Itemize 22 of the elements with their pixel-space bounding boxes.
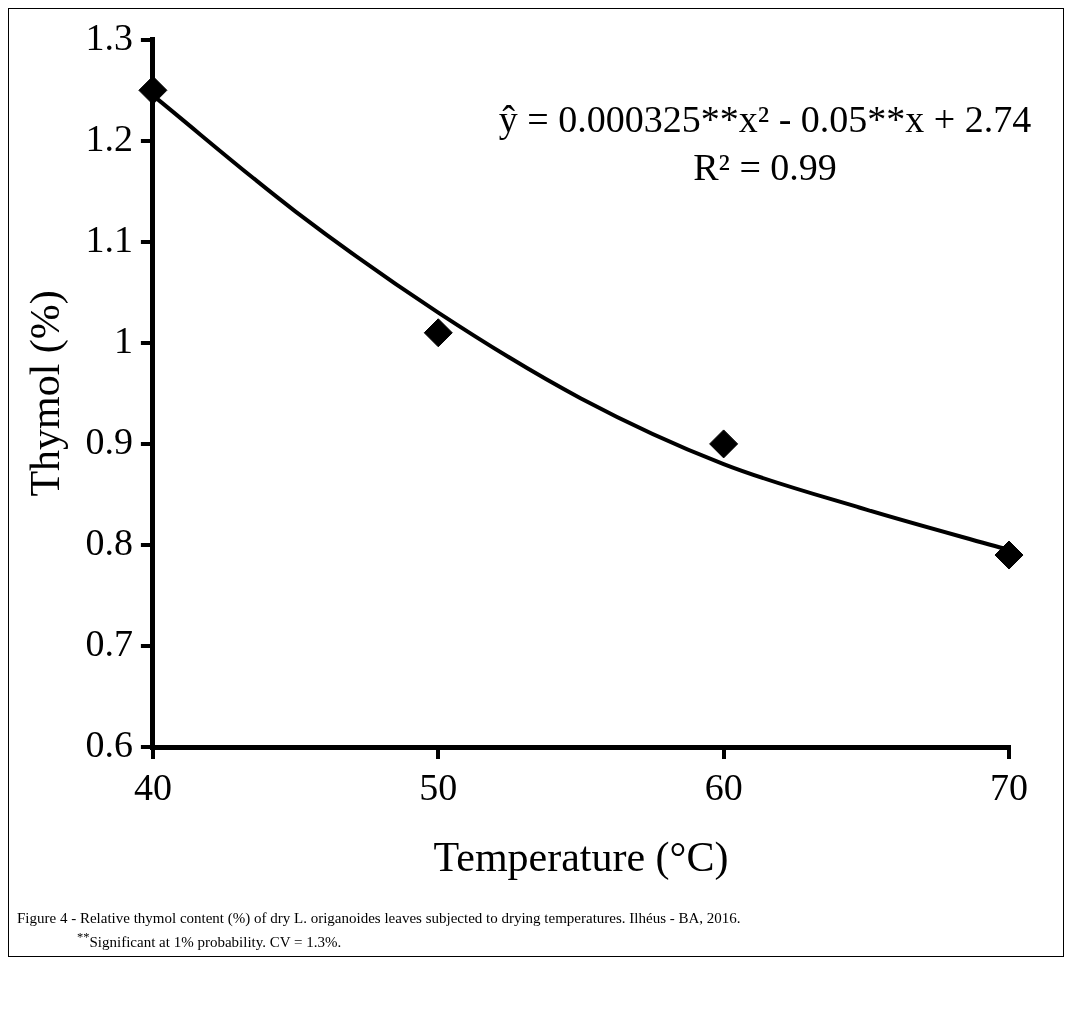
- annotation: ŷ = 0.000325**x² - 0.05**x + 2.74: [498, 97, 1032, 140]
- y-tick-label: 0.6: [85, 722, 133, 765]
- x-tick-label: 40: [133, 765, 172, 808]
- y-tick-label: 0.7: [85, 621, 133, 664]
- y-tick-label: 1.1: [85, 217, 133, 260]
- point: [423, 318, 453, 348]
- y-axis-title: Thymol (%): [22, 290, 70, 497]
- x-tick-label: 70: [990, 765, 1028, 808]
- text: $^{**}$Significant at 1% probability. CV = 1.3%.: [76, 929, 343, 952]
- point: [138, 75, 168, 105]
- x-tick-label: 50: [419, 765, 458, 808]
- y-tick-label: 1.3: [85, 15, 133, 58]
- annotation: R² = 0.99: [693, 145, 837, 188]
- caption: Figure 4 - Relative thymol content (%) of dry L. origanoides leaves subjected to drying temperatures. Ilhéus - BA, 2016.: [17, 909, 742, 928]
- x-tick-label: 60: [704, 765, 743, 808]
- y-tick-label: 0.8: [85, 520, 133, 563]
- y-tick-label: 0.9: [85, 419, 133, 462]
- y-tick-label: 1: [113, 318, 133, 361]
- point: [709, 429, 739, 459]
- x-axis-title: Temperature (°C): [433, 833, 729, 881]
- y-tick-label: 1.2: [85, 116, 133, 159]
- point: [994, 540, 1024, 570]
